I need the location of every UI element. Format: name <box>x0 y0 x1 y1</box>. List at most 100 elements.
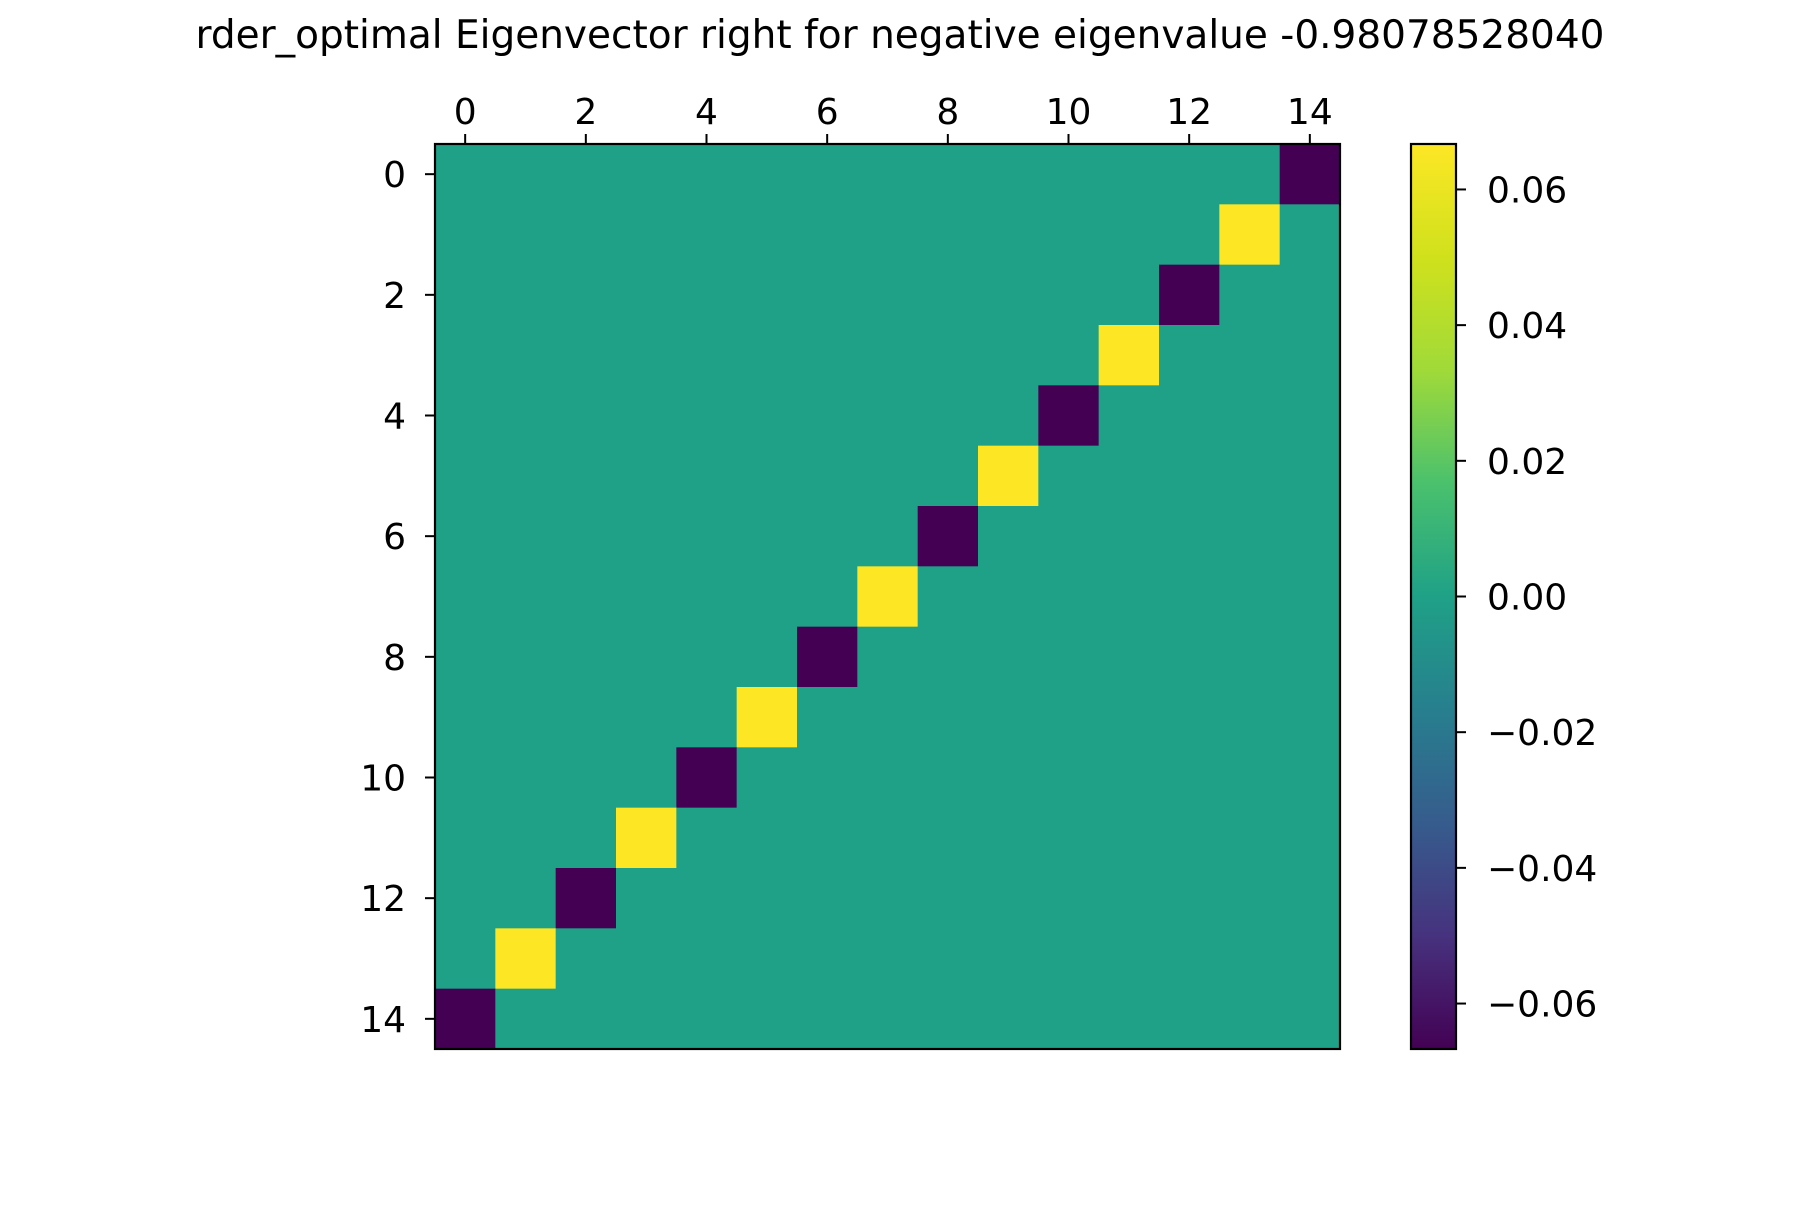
x-tick-label: 10 <box>1046 92 1092 133</box>
heatmap-cell <box>616 325 677 386</box>
heatmap-cell <box>1219 928 1281 990</box>
heatmap-cell <box>676 928 738 990</box>
heatmap-cell <box>857 385 919 447</box>
heatmap-cell <box>857 747 919 809</box>
y-tick-label: 0 <box>383 155 406 196</box>
heatmap-cell <box>435 747 496 809</box>
heatmap-cell <box>616 385 677 447</box>
heatmap-cell <box>978 747 1039 809</box>
heatmap-cell <box>1159 385 1220 447</box>
heatmap-cell <box>616 868 677 929</box>
heatmap-cell <box>435 988 496 1050</box>
heatmap-cell <box>917 264 979 326</box>
heatmap-cell <box>676 144 738 205</box>
heatmap-cell <box>736 928 798 990</box>
heatmap-cell <box>1038 144 1100 205</box>
y-tick-label: 6 <box>383 517 406 558</box>
heatmap-cell <box>555 626 617 688</box>
heatmap-cell <box>1219 204 1281 266</box>
heatmap-cell <box>435 325 496 386</box>
heatmap-cell <box>797 445 858 507</box>
heatmap-cell <box>495 204 557 266</box>
heatmap-cell <box>1279 928 1341 990</box>
heatmap-cell <box>917 868 979 929</box>
heatmap-cell <box>676 626 738 688</box>
heatmap-cell <box>736 445 798 507</box>
heatmap-cell <box>978 445 1039 507</box>
heatmap-cell <box>857 807 919 869</box>
y-tick-label: 12 <box>360 879 406 920</box>
heatmap-cell <box>978 204 1039 266</box>
heatmap-cell <box>797 264 858 326</box>
chart-title: rder_optimal Eigenvector right for negat… <box>195 13 1604 58</box>
heatmap-cell <box>797 747 858 809</box>
heatmap-cell <box>736 144 798 205</box>
heatmap-cell <box>435 385 496 447</box>
heatmap-cell <box>917 385 979 447</box>
heatmap-cell <box>857 566 919 628</box>
heatmap-cell <box>676 566 738 628</box>
heatmap-cell <box>676 506 738 567</box>
colorbar-tick-label: −0.04 <box>1487 849 1597 890</box>
heatmap-cell <box>495 445 557 507</box>
heatmap-cell <box>857 264 919 326</box>
heatmap-cell <box>1279 506 1341 567</box>
heatmap-cell <box>857 928 919 990</box>
x-axis-ticks: 0 2 4 6 8 10 12 14 <box>454 92 1333 144</box>
heatmap-cell <box>917 204 979 266</box>
heatmap-cell <box>978 988 1039 1050</box>
heatmap-cell <box>797 807 858 869</box>
y-tick-label: 10 <box>360 759 406 800</box>
heatmap-cell <box>676 264 738 326</box>
heatmap-cell <box>1098 928 1160 990</box>
heatmap-cell <box>1219 988 1281 1050</box>
heatmap-cell <box>435 807 496 869</box>
heatmap-cell <box>495 144 557 205</box>
heatmap-cell <box>555 325 617 386</box>
heatmap-cell <box>1038 325 1100 386</box>
heatmap-cell <box>978 144 1039 205</box>
heatmap-cell <box>1279 868 1341 929</box>
heatmap-cell <box>616 928 677 990</box>
heatmap-cell <box>616 807 677 869</box>
colorbar-tick-label: −0.06 <box>1487 985 1597 1026</box>
heatmap-cell <box>736 204 798 266</box>
heatmap-cell <box>676 868 738 929</box>
heatmap-cell <box>797 204 858 266</box>
heatmap-cell <box>797 988 858 1050</box>
heatmap-cell <box>1038 868 1100 929</box>
heatmap-cell <box>435 445 496 507</box>
heatmap-cell <box>616 144 677 205</box>
heatmap-cell <box>1098 385 1160 447</box>
heatmap-cell <box>797 144 858 205</box>
heatmap-cell <box>1279 626 1341 688</box>
heatmap-cell <box>495 988 557 1050</box>
heatmap-cell <box>616 626 677 688</box>
heatmap-cell <box>1279 807 1341 869</box>
heatmap-cell <box>495 325 557 386</box>
heatmap-cell <box>676 325 738 386</box>
heatmap-cell <box>857 144 919 205</box>
heatmap-cell <box>435 506 496 567</box>
colorbar-tick-label: 0.04 <box>1487 306 1567 347</box>
heatmap-cell <box>1279 325 1341 386</box>
x-tick-label: 12 <box>1166 92 1212 133</box>
x-tick-label: 4 <box>695 92 718 133</box>
colorbar-tick-label: 0.02 <box>1487 442 1567 483</box>
heatmap-cell <box>917 445 979 507</box>
heatmap-cell <box>1219 506 1281 567</box>
heatmap-cell <box>676 204 738 266</box>
x-tick-label: 6 <box>816 92 839 133</box>
heatmap-cell <box>1098 626 1160 688</box>
x-tick-label: 14 <box>1287 92 1333 133</box>
heatmap-cell <box>978 385 1039 447</box>
heatmap-cell <box>1038 626 1100 688</box>
heatmap-cell <box>495 747 557 809</box>
heatmap-cell <box>917 928 979 990</box>
heatmap-cell <box>797 385 858 447</box>
heatmap-cell <box>857 445 919 507</box>
heatmap-cell <box>1219 445 1281 507</box>
heatmap-cell <box>978 264 1039 326</box>
heatmap-cell <box>435 868 496 929</box>
